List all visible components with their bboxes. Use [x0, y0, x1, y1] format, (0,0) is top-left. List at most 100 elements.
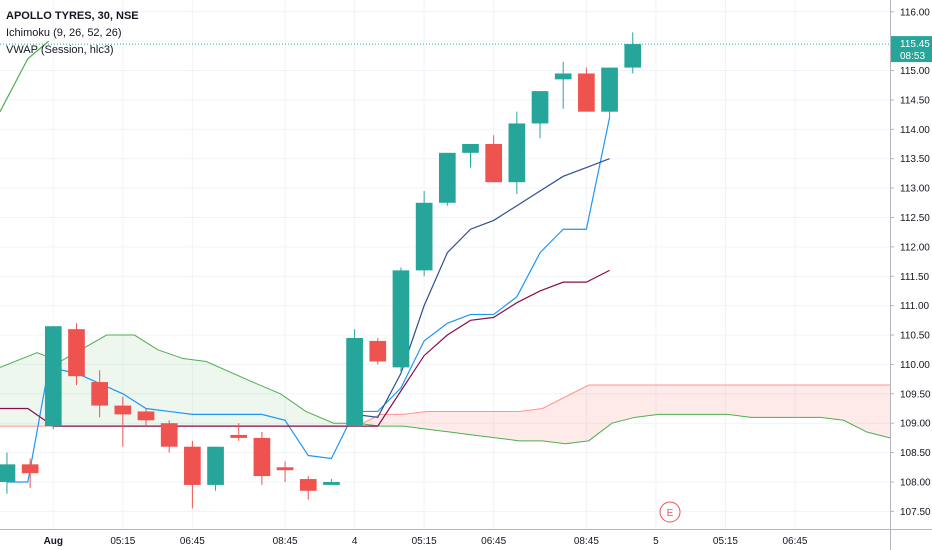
price-tick-label: 109.50 — [900, 389, 931, 400]
price-tick-label: 110.00 — [900, 360, 930, 371]
candle-up — [462, 144, 479, 168]
candle-up — [0, 452, 16, 494]
candle-body — [438, 152, 456, 203]
candle-body — [68, 329, 85, 377]
price-tick-label: 111.50 — [900, 272, 930, 283]
cloud-segment — [252, 382, 281, 427]
candle-down — [253, 432, 271, 485]
cloud-segment — [704, 384, 728, 415]
cloud-segment — [797, 384, 821, 418]
tenkan-line — [6, 117, 611, 483]
candle-body — [299, 479, 317, 491]
cloud-segment — [134, 335, 158, 427]
ichimoku-cloud — [0, 334, 891, 445]
bar-countdown: 08:53 — [900, 51, 925, 62]
price-tick-label: 116.00 — [900, 7, 930, 18]
indicator-lines — [0, 40, 611, 483]
price-tick-label: 110.50 — [900, 331, 930, 342]
candle-body — [601, 67, 618, 112]
time-tick-label: 08:45 — [574, 536, 599, 547]
candle-body — [462, 144, 479, 153]
candle-down — [230, 423, 248, 441]
legend-ichimoku[interactable]: Ichimoku (9, 26, 52, 26) — [6, 27, 122, 39]
candle-down — [578, 67, 595, 112]
candle-body — [253, 437, 271, 477]
cloud-segment — [727, 384, 751, 418]
cloud-segment — [495, 411, 520, 441]
price-tick-label: 115.00 — [900, 66, 930, 77]
candle-down — [68, 323, 85, 385]
candles[interactable] — [0, 32, 642, 509]
candle-down — [369, 337, 387, 365]
candle-up — [415, 191, 433, 277]
cloud-segment — [280, 393, 306, 427]
time-tick-label: 05:15 — [412, 536, 437, 547]
vwap-prev-line — [0, 40, 50, 112]
candle-body — [114, 405, 132, 415]
senkou-span-a-line — [0, 334, 891, 445]
cloud-segment — [588, 384, 612, 441]
candle-down — [276, 461, 294, 482]
candle-up — [207, 446, 224, 491]
cloud-segment — [658, 384, 682, 415]
price-axis[interactable]: 107.50 108.00 108.50 109.00 109.50 110.00 110.… — [890, 0, 931, 550]
candle-body — [485, 144, 503, 183]
price-tick-label: 107.50 — [900, 507, 931, 518]
earnings-marker-label: E — [667, 508, 674, 519]
candle-up — [601, 67, 618, 118]
cloud-segment — [305, 411, 334, 427]
candle-up — [508, 111, 526, 194]
kijun-line — [0, 269, 610, 427]
candle-down — [485, 135, 503, 183]
candle-body — [531, 91, 549, 124]
earnings-marker[interactable]: E — [659, 501, 681, 523]
candle-body — [0, 464, 16, 482]
candle-body — [578, 73, 595, 112]
time-tick-label: 05:15 — [713, 536, 738, 547]
cloud-segment — [774, 384, 798, 418]
legend-vwap[interactable]: VWAP (Session, hlc3) — [6, 44, 114, 56]
candle-body — [91, 382, 109, 406]
cloud-segment — [866, 384, 890, 438]
candle-up — [554, 61, 572, 109]
time-axis[interactable]: Aug 05:15 06:45 08:45 4 05:15 06:45 08:45 5 05:15… — [0, 529, 932, 548]
candle-down — [299, 476, 317, 500]
candle-body — [369, 340, 387, 362]
grid-lines — [0, 0, 890, 529]
time-tick-label: 05:15 — [110, 536, 135, 547]
candle-body — [44, 326, 62, 427]
cloud-segment — [157, 349, 184, 427]
time-tick-label: 4 — [352, 536, 358, 547]
candle-up — [438, 152, 456, 206]
cloud-segment — [542, 396, 566, 444]
time-tick-label: 06:45 — [180, 536, 205, 547]
price-tick-label: 114.50 — [900, 95, 930, 106]
candle-body — [276, 467, 294, 471]
candle-up — [346, 329, 363, 427]
candle-up — [531, 91, 549, 139]
candle-body — [346, 337, 363, 427]
time-tick-label: 06:45 — [782, 536, 807, 547]
price-tick-label: 114.00 — [900, 125, 930, 136]
cloud-segment — [183, 358, 207, 427]
candle-body — [230, 434, 248, 438]
cloud-segment — [681, 384, 705, 415]
price-tick-label: 111.00 — [900, 301, 930, 312]
earnings-marker-circle — [659, 501, 681, 523]
cloud-segment — [611, 384, 636, 424]
cloud-segment — [0, 352, 38, 427]
candle-up — [323, 479, 340, 485]
candle-body — [508, 123, 526, 183]
candle-body — [323, 481, 340, 485]
price-tick-label: 112.00 — [900, 242, 930, 253]
cloud-segment — [635, 384, 659, 418]
price-tick-label: 108.00 — [900, 477, 931, 488]
last-price-value: 115.45 — [900, 39, 930, 50]
legend-symbol[interactable]: APOLLO TYRES, 30, NSE — [6, 10, 139, 22]
last-price-tag-bg — [891, 36, 932, 63]
candle-body — [207, 446, 224, 485]
candle-down — [137, 408, 155, 427]
cloud-segment — [403, 411, 427, 430]
